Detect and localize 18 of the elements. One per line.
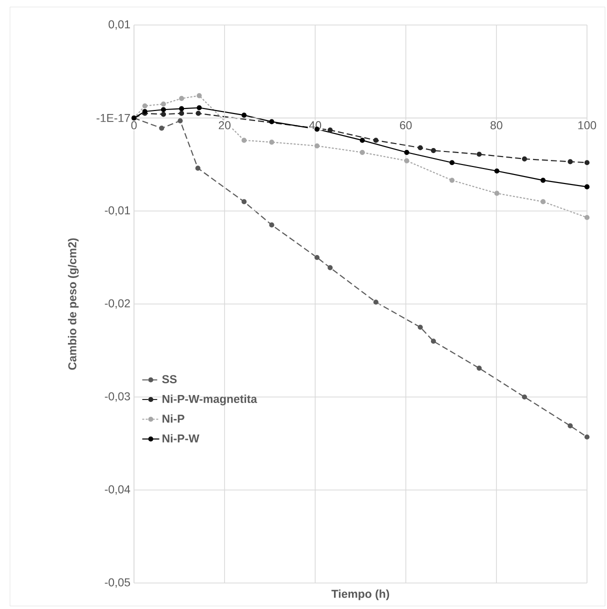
- x-tick-label: 20: [218, 121, 231, 130]
- legend-label: Ni-P: [162, 414, 184, 423]
- y-tick-label: -0,03: [104, 392, 130, 402]
- x-tick-label: 60: [400, 121, 412, 130]
- y-tick-label: -1E-17: [96, 114, 130, 122]
- y-tick-label: -0,04: [104, 485, 130, 495]
- legend-label: Ni-P-W-magnetita: [162, 394, 258, 406]
- y-axis-title: Cambio de peso (g/cm2): [68, 238, 79, 370]
- y-tick-label: 0,01: [108, 20, 130, 30]
- x-tick-label: 0: [131, 121, 137, 130]
- x-axis-title: Tiempo (h): [331, 590, 390, 600]
- x-tick-label: 80: [490, 121, 502, 130]
- y-tick-label: -0,01: [104, 206, 130, 216]
- legend-label: SS: [162, 375, 177, 384]
- y-tick-label: -0,05: [104, 578, 130, 588]
- y-tick-label: -0,02: [104, 299, 130, 309]
- legend-label: Ni-P-W: [162, 434, 200, 442]
- x-tick-label: 100: [578, 121, 596, 130]
